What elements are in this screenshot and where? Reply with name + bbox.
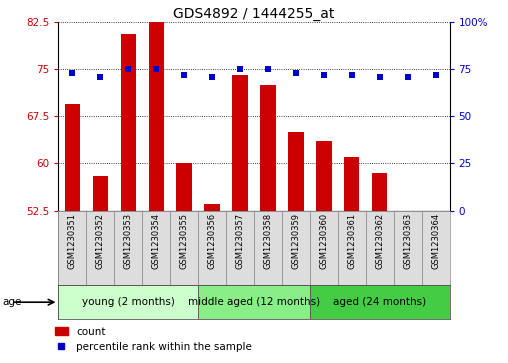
- Text: GSM1230356: GSM1230356: [208, 213, 216, 269]
- Bar: [226, 211, 254, 285]
- Bar: [366, 211, 394, 285]
- Title: GDS4892 / 1444255_at: GDS4892 / 1444255_at: [173, 7, 335, 21]
- Text: GSM1230360: GSM1230360: [320, 213, 328, 269]
- Text: GSM1230355: GSM1230355: [180, 213, 188, 269]
- Bar: [58, 211, 86, 285]
- Bar: [114, 211, 142, 285]
- Legend: count, percentile rank within the sample: count, percentile rank within the sample: [51, 322, 256, 356]
- Point: [347, 72, 356, 78]
- Text: GSM1230351: GSM1230351: [68, 213, 77, 269]
- Text: GSM1230363: GSM1230363: [403, 213, 412, 269]
- Bar: [422, 211, 450, 285]
- Point: [96, 74, 104, 79]
- Text: GSM1230357: GSM1230357: [236, 213, 244, 269]
- Bar: [254, 211, 282, 285]
- Point: [236, 66, 244, 72]
- Bar: [198, 211, 226, 285]
- Text: GSM1230364: GSM1230364: [431, 213, 440, 269]
- Bar: [288, 132, 304, 211]
- Point: [68, 70, 76, 76]
- Bar: [204, 204, 220, 211]
- Point: [208, 74, 216, 79]
- Text: GSM1230354: GSM1230354: [152, 213, 161, 269]
- Bar: [120, 34, 136, 211]
- Text: GSM1230352: GSM1230352: [96, 213, 105, 269]
- Text: GSM1230358: GSM1230358: [264, 213, 272, 269]
- Text: GSM1230359: GSM1230359: [292, 213, 300, 269]
- Text: GSM1230353: GSM1230353: [124, 213, 133, 269]
- Bar: [58, 285, 198, 319]
- Bar: [310, 211, 338, 285]
- Bar: [198, 285, 310, 319]
- Bar: [344, 157, 360, 211]
- Text: young (2 months): young (2 months): [82, 297, 175, 306]
- Bar: [170, 211, 198, 285]
- Point: [124, 66, 132, 72]
- Bar: [260, 85, 276, 211]
- Bar: [338, 211, 366, 285]
- Bar: [282, 211, 310, 285]
- Text: middle aged (12 months): middle aged (12 months): [188, 297, 320, 306]
- Text: age: age: [3, 297, 22, 307]
- Point: [152, 66, 160, 72]
- Point: [375, 74, 384, 79]
- Bar: [310, 285, 450, 319]
- Point: [180, 72, 188, 78]
- Point: [431, 72, 439, 78]
- Point: [403, 74, 411, 79]
- Point: [320, 72, 328, 78]
- Text: GSM1230361: GSM1230361: [347, 213, 356, 269]
- Bar: [92, 176, 108, 211]
- Bar: [176, 163, 192, 211]
- Bar: [372, 173, 388, 211]
- Text: GSM1230362: GSM1230362: [375, 213, 384, 269]
- Bar: [142, 211, 170, 285]
- Bar: [316, 141, 332, 211]
- Bar: [65, 103, 80, 211]
- Bar: [148, 16, 164, 211]
- Bar: [394, 211, 422, 285]
- Bar: [232, 75, 248, 211]
- Text: aged (24 months): aged (24 months): [333, 297, 426, 306]
- Point: [292, 70, 300, 76]
- Point: [264, 66, 272, 72]
- Bar: [86, 211, 114, 285]
